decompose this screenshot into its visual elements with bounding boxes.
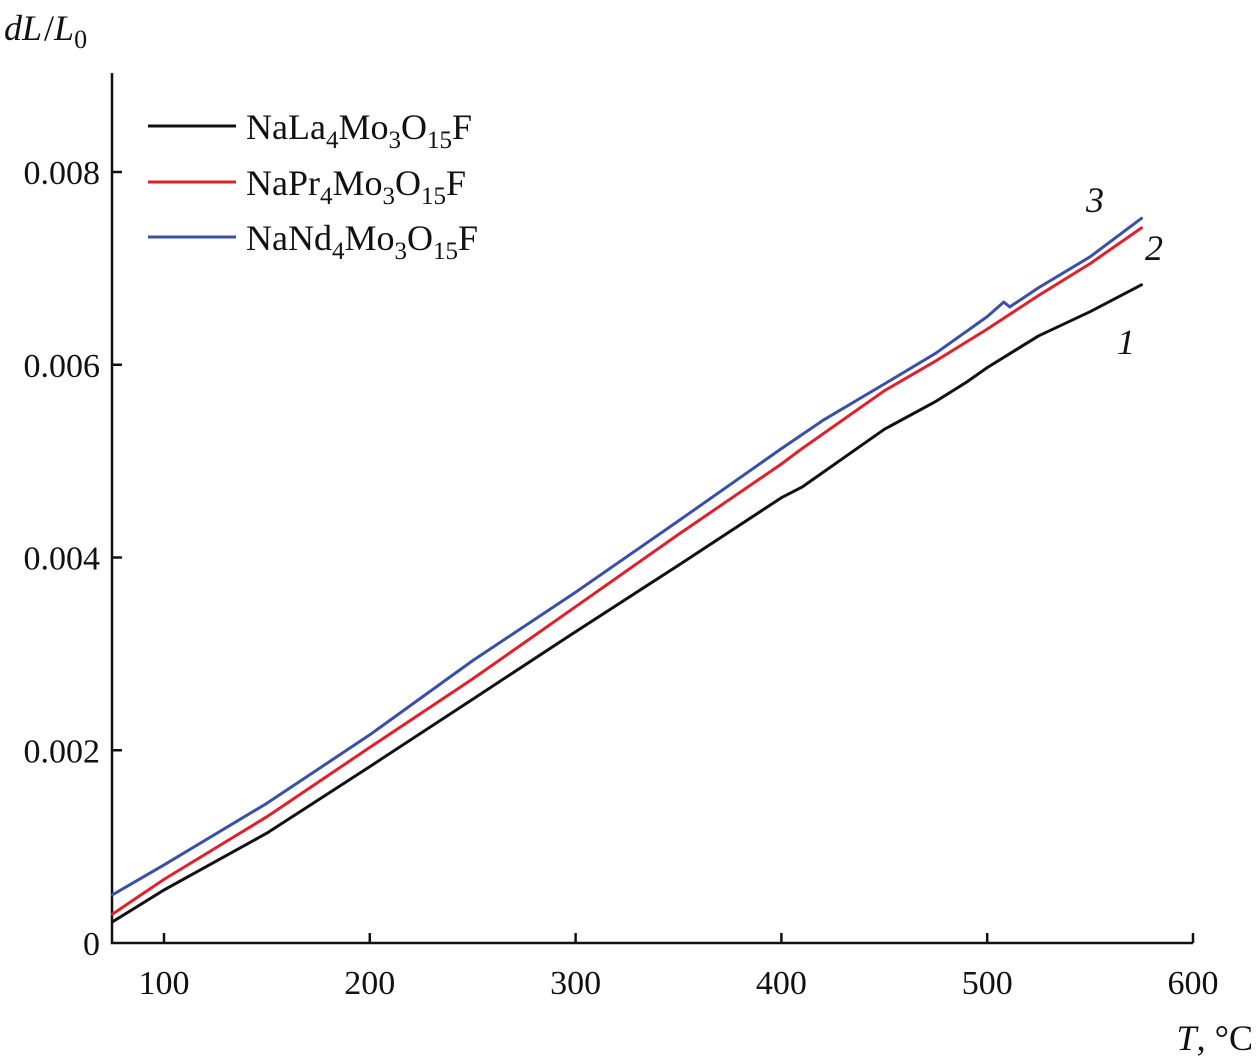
x-ticks: 100 200 300 400 500 600 bbox=[139, 933, 1219, 1002]
y-tick-label-0.002: 0.002 bbox=[24, 733, 101, 770]
legend: NaLa4Mo3O15F NaPr4Mo3O15F NaNd4Mo3O15F bbox=[148, 107, 478, 265]
x-tick-label-100: 100 bbox=[139, 965, 190, 1002]
y-tick-label-0.008: 0.008 bbox=[24, 155, 101, 192]
y-tick-label-0: 0 bbox=[83, 926, 100, 963]
y-axis-title: dL/L0 bbox=[4, 8, 87, 54]
curve-label-1: 1 bbox=[1117, 322, 1135, 362]
y-ticks: 0 0.002 0.004 0.006 0.008 bbox=[24, 155, 122, 963]
x-tick-label-300: 300 bbox=[550, 965, 601, 1002]
y-tick-label-0.006: 0.006 bbox=[24, 348, 101, 385]
legend-entry-1: NaLa4Mo3O15F bbox=[246, 107, 472, 154]
legend-entry-3: NaNd4Mo3O15F bbox=[246, 218, 478, 265]
legend-entry-2: NaPr4Mo3O15F bbox=[246, 163, 466, 210]
series-line-1 bbox=[111, 283, 1143, 924]
series-line-2 bbox=[111, 226, 1143, 916]
y-tick-label-0.004: 0.004 bbox=[24, 541, 101, 578]
series-layer bbox=[111, 216, 1143, 924]
series-line-3 bbox=[111, 216, 1143, 897]
x-tick-label-400: 400 bbox=[756, 965, 807, 1002]
axes bbox=[110, 73, 1193, 945]
x-tick-label-200: 200 bbox=[344, 965, 395, 1002]
x-tick-label-600: 600 bbox=[1168, 965, 1219, 1002]
x-axis-title: T, °C bbox=[1177, 1018, 1253, 1058]
x-tick-label-500: 500 bbox=[962, 965, 1013, 1002]
curve-label-2: 2 bbox=[1145, 228, 1163, 268]
curve-label-3: 3 bbox=[1085, 180, 1104, 220]
